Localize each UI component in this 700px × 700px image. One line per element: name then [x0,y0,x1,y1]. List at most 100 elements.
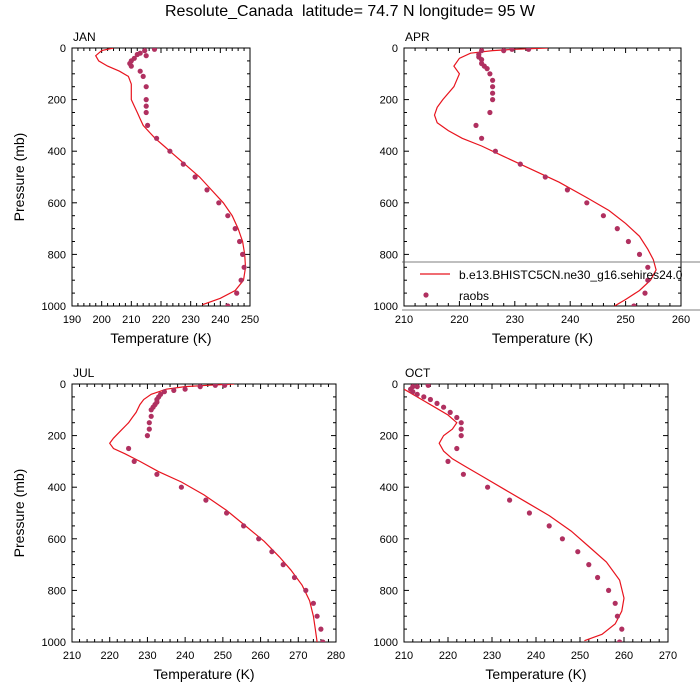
y-tick-label: 0 [60,43,66,55]
y-tick-label: 200 [48,431,66,443]
y-axis-label: Pressure (mb) [11,133,27,222]
x-tick-label: 280 [327,650,345,662]
raobs-point [614,613,621,619]
raobs-point [642,290,648,296]
raobs-point [182,386,188,392]
y-tick-label: 1000 [42,301,66,313]
raobs-point [148,413,154,419]
raobs-point [460,471,466,477]
raobs-point [126,445,132,452]
figure-title: Resolute_Canada latitude= 74.7 N longitu… [164,3,536,20]
raobs-point [445,458,451,464]
x-tick-label: 250 [241,314,259,326]
raobs-point [143,109,149,116]
x-tick-label: 250 [214,650,232,662]
y-tick-label: 1000 [42,637,66,649]
x-tick-label: 260 [251,650,269,662]
raobs-point [148,407,154,413]
x-tick-label: 220 [152,314,170,326]
y-tick-label: 400 [380,482,398,494]
raobs-point [318,626,324,632]
raobs-point [414,391,420,397]
y-tick-label: 200 [48,95,66,107]
raobs-point [161,389,167,395]
raobs-point [434,400,440,406]
y-tick-label: 400 [380,146,398,158]
raobs-point [507,497,513,503]
raobs-point [225,213,231,219]
panel-apr: 210 220 230 240 250 260 0 200 400 600 800 1000 APR Te… [374,30,700,346]
y-tick-label: 1000 [374,637,398,649]
x-tick-label: 260 [615,650,633,662]
plot-frame [71,383,337,643]
model-profile-line [433,48,657,306]
x-tick-label: 220 [439,650,457,662]
y-axis-label: Pressure (mb) [11,469,27,558]
raobs-point [178,484,184,490]
raobs-point [479,48,485,54]
raobs-point [619,626,625,632]
raobs-point [517,161,523,167]
y-tick-label: 600 [380,534,398,546]
panel-jan: 190 200 210 220 230 240 250 0 200 400 600 800 1000 JA… [11,30,259,346]
y-tick-label: 800 [380,249,398,261]
x-tick-label: 210 [63,650,81,662]
raobs-point [131,458,137,464]
raobs-point [143,84,149,90]
raobs-point [492,148,498,154]
series-group [94,48,247,306]
y-tick-label: 0 [60,379,66,391]
raobs-point [140,73,146,79]
raobs-point [479,57,485,63]
y-tick-label: 800 [48,585,66,597]
raobs-point [625,238,632,245]
x-tick-label: 240 [561,314,579,326]
raobs-point [212,384,218,388]
raobs-point [501,48,507,54]
raobs-point [143,97,149,103]
raobs-point [425,384,431,388]
raobs-point [240,251,246,257]
raobs-point [291,574,298,581]
raobs-point [441,404,447,410]
x-tick-label: 230 [483,650,501,662]
raobs-point [222,384,228,388]
raobs-point [192,174,198,180]
raobs-point [631,303,637,306]
x-tick-label: 220 [101,650,119,662]
y-tick-label: 400 [48,146,66,158]
raobs-point [310,600,316,606]
y-tick-label: 600 [48,534,66,546]
x-tick-label: 210 [395,650,413,662]
raobs-point [586,562,592,568]
raobs-point [180,161,186,167]
x-tick-label: 220 [450,314,468,326]
raobs-point [490,90,496,96]
y-tick-label: 600 [48,198,66,210]
x-tick-label: 250 [571,650,589,662]
x-tick-label: 200 [92,314,110,326]
raobs-point [479,135,485,141]
raobs-point [612,600,618,606]
panel-jul: 210 220 230 240 250 260 270 280 0 200 400 600 800 100… [11,366,345,682]
y-tick-label: 200 [380,431,398,443]
raobs-point [143,103,149,109]
raobs-point [458,420,464,426]
raobs-point [645,277,651,283]
raobs-point [320,639,326,642]
model-profile-line [108,384,318,642]
raobs-point [303,587,309,594]
legend: b.e13.BHISTC5CN.ne30_g16.sehires24.0raob… [402,261,700,311]
raobs-point [427,396,433,403]
raobs-point [134,51,140,58]
raobs-point [232,226,238,232]
y-tick-label: 1000 [374,301,398,313]
raobs-point [559,536,566,542]
raobs-point [564,187,571,193]
panel-label: JAN [73,30,96,44]
raobs-point [145,122,151,128]
raobs-point [154,135,160,141]
raobs-point [143,53,149,59]
raobs-point [314,613,320,619]
series-group [404,384,625,642]
